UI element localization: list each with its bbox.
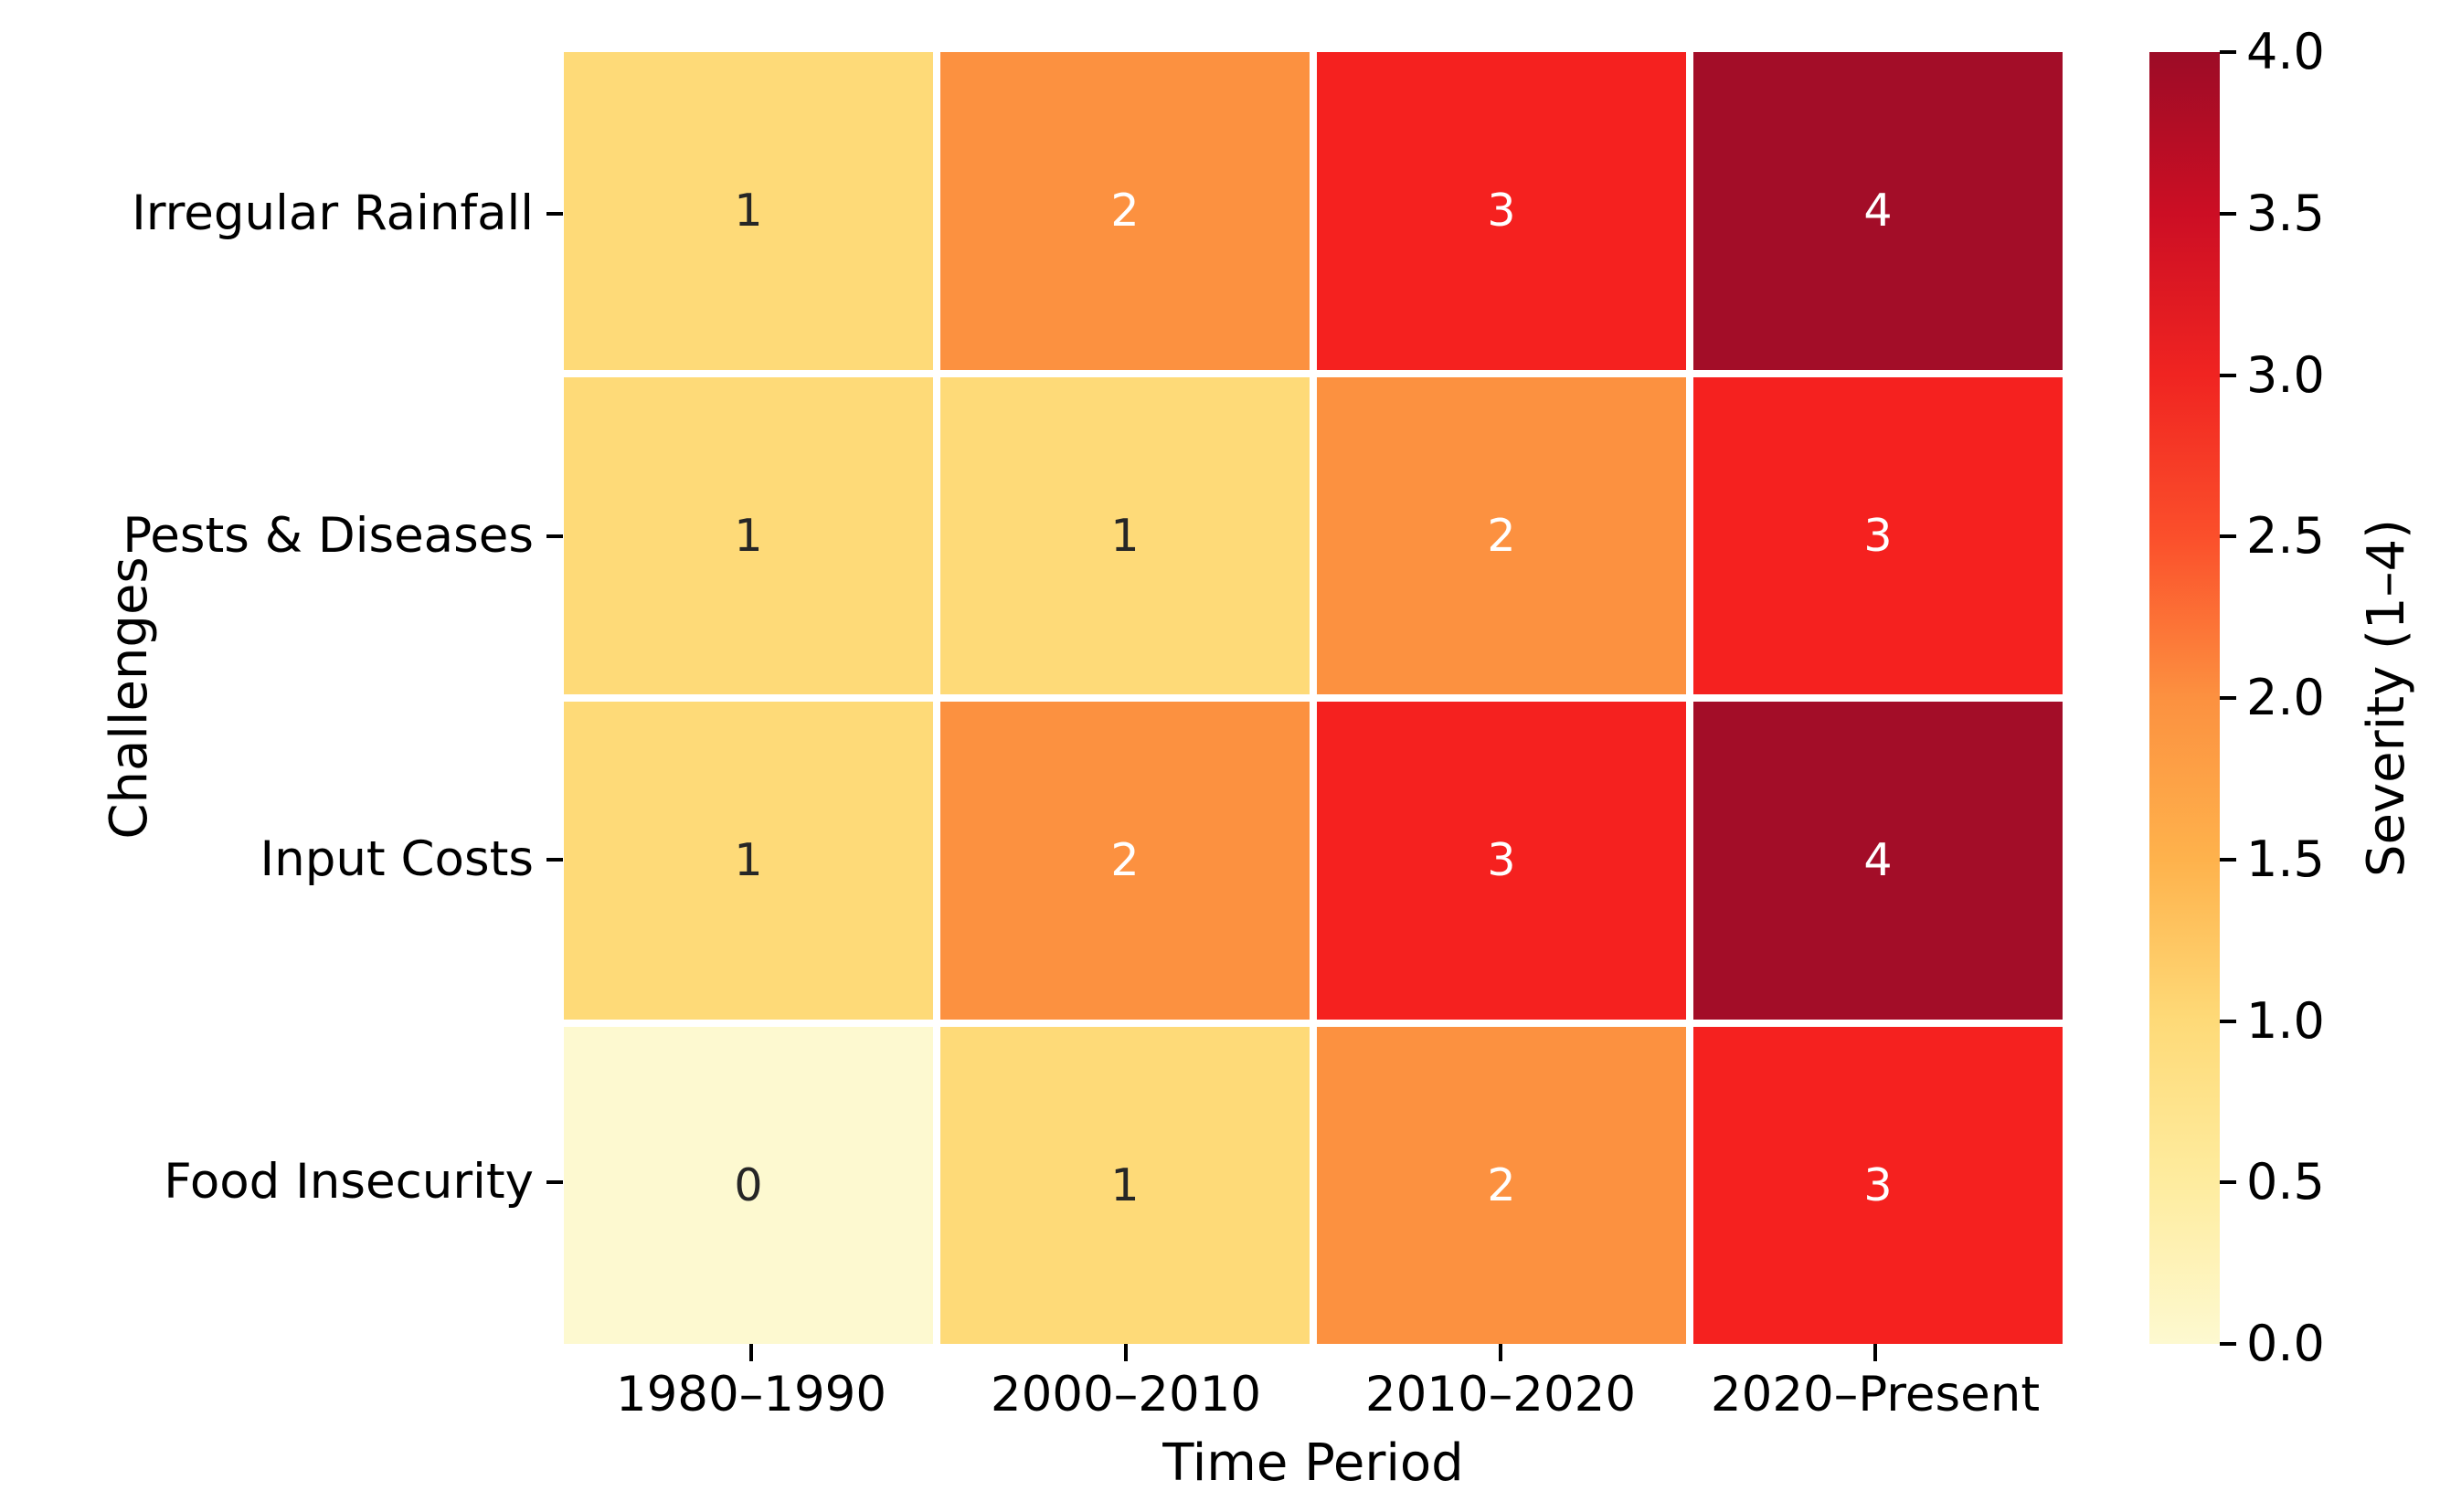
y-tick-label: Input Costs	[260, 830, 534, 887]
colorbar-tick	[2220, 1019, 2236, 1023]
cell-annotation: 0	[734, 1158, 763, 1211]
colorbar-tick-label: 1.5	[2246, 830, 2325, 888]
cell-annotation: 1	[1110, 1158, 1140, 1211]
cell-annotation: 4	[1863, 834, 1893, 887]
heatmap-cell: 3	[1693, 1026, 2063, 1344]
y-tick	[546, 1180, 563, 1185]
colorbar-tick-label: 2.0	[2246, 669, 2325, 726]
heatmap-cell: 2	[1317, 376, 1686, 694]
cell-annotation: 2	[1487, 509, 1516, 562]
y-tick-label: Irregular Rainfall	[132, 185, 534, 241]
heatmap-cell: 2	[940, 52, 1310, 370]
colorbar-tick	[2220, 696, 2236, 700]
heatmap-cell: 3	[1317, 702, 1686, 1020]
x-tick-label: 2010–2020	[1364, 1367, 1637, 1422]
cell-annotation: 4	[1863, 185, 1893, 238]
colorbar-tick	[2220, 534, 2236, 539]
colorbar-title: Severity (1–4)	[2357, 518, 2416, 878]
heatmap-cell: 1	[564, 376, 933, 694]
x-tick-label: 2000–2010	[990, 1367, 1262, 1422]
heatmap-cell: 4	[1693, 52, 2063, 370]
colorbar-tick	[2220, 1180, 2236, 1185]
cell-annotation: 2	[1110, 185, 1140, 238]
heatmap-cell: 2	[940, 702, 1310, 1020]
heatmap-cell: 1	[940, 376, 1310, 694]
heatmap-cell: 3	[1693, 376, 2063, 694]
heatmap-cell: 1	[564, 52, 933, 370]
x-tick	[749, 1344, 753, 1361]
y-tick	[546, 211, 563, 216]
cell-annotation: 3	[1487, 185, 1516, 238]
x-tick	[1499, 1344, 1502, 1361]
heatmap-grid: 1 2 3 4 1 1 2 3 1 2 3 4 0 1 2 3	[564, 52, 2063, 1344]
cell-annotation: 2	[1110, 834, 1140, 887]
heatmap-cell: 1	[940, 1026, 1310, 1344]
colorbar-tick-label: 0.0	[2246, 1315, 2325, 1372]
colorbar-tick-label: 1.0	[2246, 991, 2325, 1050]
y-tick	[546, 857, 563, 862]
heatmap-cell: 4	[1693, 702, 2063, 1020]
y-tick-label: Pests & Diseases	[122, 508, 534, 565]
cell-annotation: 3	[1863, 1158, 1893, 1211]
colorbar-tick	[2220, 50, 2236, 54]
colorbar-tick	[2220, 1342, 2236, 1346]
colorbar-tick-label: 4.0	[2246, 23, 2325, 80]
colorbar	[2149, 52, 2220, 1344]
x-tick-label: 2020–Present	[1710, 1367, 2041, 1422]
heatmap-cell: 2	[1317, 1026, 1686, 1344]
cell-annotation: 1	[734, 509, 763, 562]
colorbar-tick-label: 2.5	[2246, 507, 2325, 566]
x-tick	[1124, 1344, 1128, 1361]
cell-annotation: 3	[1487, 834, 1516, 887]
colorbar-tick	[2220, 373, 2236, 377]
colorbar-tick	[2220, 857, 2236, 862]
y-axis-title: Challenges	[100, 556, 159, 840]
colorbar-tick-label: 0.5	[2246, 1153, 2325, 1211]
colorbar-tick	[2220, 211, 2236, 216]
heatmap-cell: 0	[564, 1026, 933, 1344]
colorbar-tick-label: 3.0	[2246, 345, 2325, 404]
x-tick-label: 1980–1990	[615, 1367, 887, 1422]
y-tick-label: Food Insecurity	[164, 1154, 534, 1211]
y-tick	[546, 534, 563, 539]
cell-annotation: 1	[1110, 509, 1140, 562]
cell-annotation: 1	[734, 185, 763, 238]
heatmap-cell: 1	[564, 702, 933, 1020]
cell-annotation: 2	[1487, 1158, 1516, 1211]
x-tick	[1873, 1344, 1877, 1361]
x-axis-title: Time Period	[1162, 1433, 1464, 1493]
heatmap-cell: 3	[1317, 52, 1686, 370]
cell-annotation: 1	[734, 834, 763, 887]
colorbar-tick-label: 3.5	[2246, 184, 2325, 242]
cell-annotation: 3	[1863, 509, 1893, 562]
